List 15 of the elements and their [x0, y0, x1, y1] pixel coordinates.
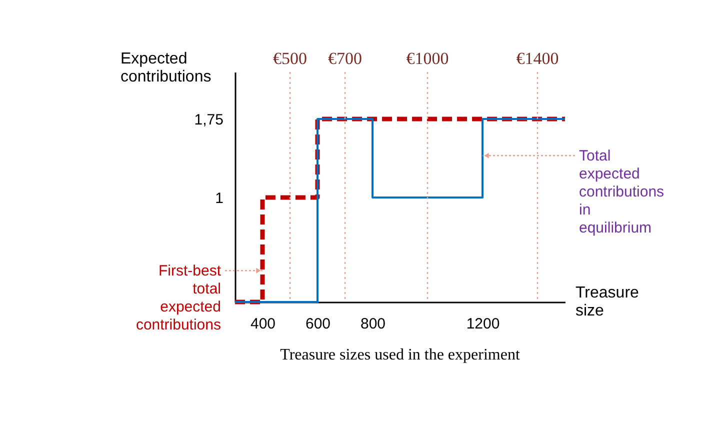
annotation: Total expected contributions in equilibrium	[579, 148, 664, 237]
y-tick-label: 1,75	[194, 112, 224, 129]
text: Treasure sizes used in the experiment	[280, 346, 520, 364]
x-tick-label: 400	[250, 316, 276, 332]
ref-line-label: €700	[328, 49, 362, 68]
x-tick-label: 800	[360, 316, 386, 332]
x-axis-title: Treasure size	[576, 284, 640, 320]
annotation: First-best total expected contributions	[136, 262, 222, 334]
x-tick-label: 600	[305, 316, 331, 332]
x-tick-label: 1200	[466, 316, 500, 332]
y-tick-label: 1	[215, 190, 224, 207]
y-axis-title: Expected contributions	[120, 50, 212, 86]
ref-line-label: €500	[273, 49, 307, 68]
ref-line-label: €1400	[516, 49, 559, 68]
ref-line-label: €1000	[406, 49, 449, 68]
